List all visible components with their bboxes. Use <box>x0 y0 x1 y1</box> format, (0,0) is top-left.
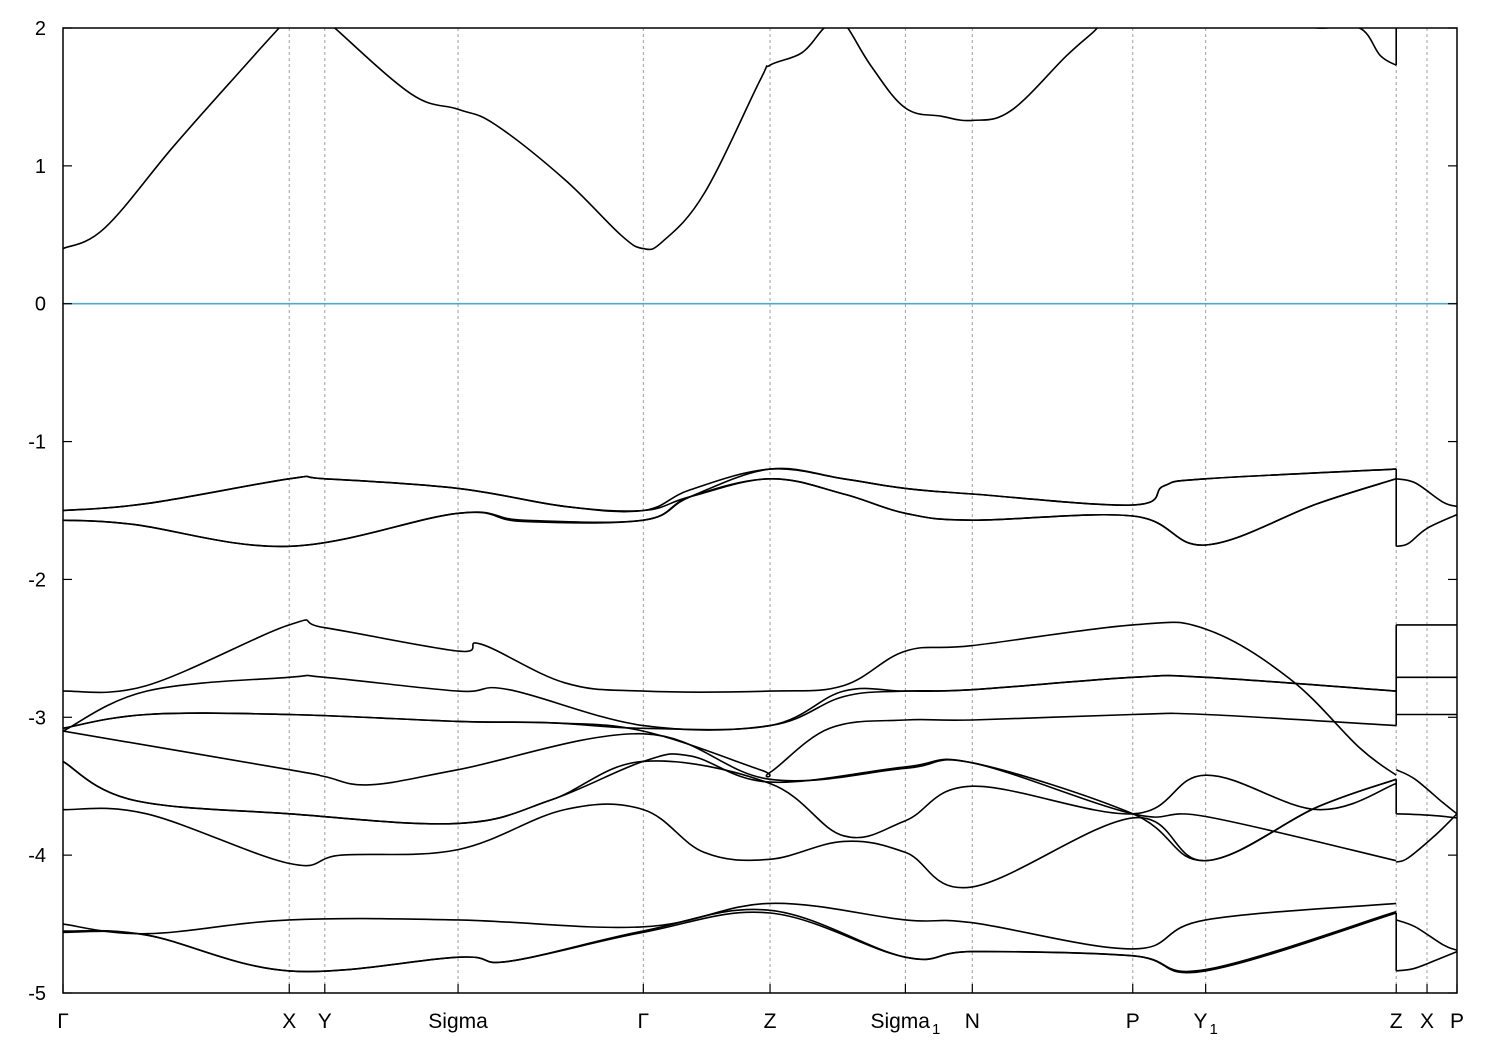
kpoint-label: P <box>1126 1010 1140 1033</box>
y-tick-label: -2 <box>28 569 46 591</box>
y-tick-label: 1 <box>35 156 46 178</box>
band-line <box>63 753 1397 862</box>
kpoint-label: Z <box>1390 1010 1403 1033</box>
band-line <box>1396 950 1457 972</box>
band-line <box>1396 513 1457 548</box>
y-tick-label: -3 <box>28 707 46 729</box>
band-line <box>1311 28 1397 66</box>
kpoint-label: N <box>965 1010 980 1033</box>
kpoint-label: Z <box>764 1010 777 1033</box>
band-line <box>1395 919 1457 952</box>
kpoint-label: P <box>1450 1010 1464 1033</box>
bands-layer <box>63 28 1457 974</box>
y-tick-label: -5 <box>28 983 46 1005</box>
band-line <box>63 619 1397 776</box>
kpoint-label: Γ <box>57 1010 69 1033</box>
band-line <box>63 467 1397 548</box>
y-tick-label: 0 <box>35 294 46 316</box>
y-tick-label: 2 <box>35 18 46 40</box>
band-line <box>63 28 1099 251</box>
band-line <box>63 911 1397 974</box>
band-line <box>63 778 1397 889</box>
band-line <box>63 712 1397 778</box>
band-line <box>1396 478 1457 508</box>
kpoint-label: X <box>1420 1010 1434 1033</box>
kpoint-label: Y <box>318 1010 332 1033</box>
y-axis: -5 -4 -3 -2 -1 0 1 2 <box>28 18 1457 1005</box>
band-line <box>1395 768 1457 815</box>
band-line <box>63 902 1397 950</box>
band-line <box>1396 813 1457 819</box>
kpoint-label: Sigma <box>428 1010 488 1033</box>
kpoint-label: X <box>282 1010 296 1033</box>
kpoint-label: Γ <box>638 1010 650 1033</box>
plot-frame <box>62 27 1458 994</box>
y-tick-label: -1 <box>28 432 46 454</box>
band-line <box>1395 813 1457 863</box>
y-tick-label: -4 <box>28 845 46 867</box>
